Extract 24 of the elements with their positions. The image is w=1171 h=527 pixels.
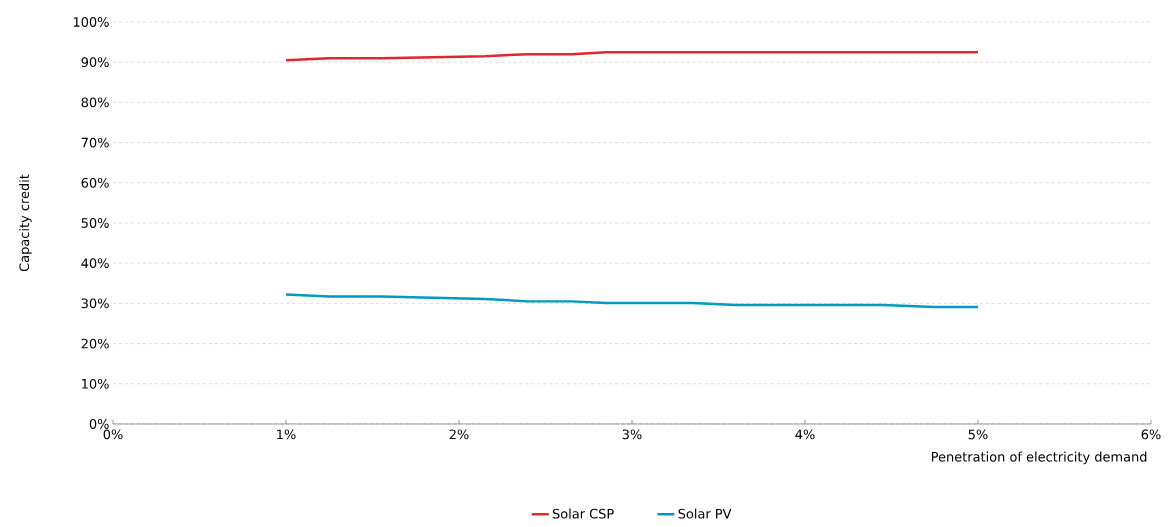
x-tick-label: 1% [277,429,296,440]
y-tick-label: 100% [73,17,109,27]
x-axis-title: Penetration of electricity demand [931,451,1147,465]
x-tick-label: 2% [449,429,469,440]
y-tick-label: 80% [81,97,109,108]
y-tick-label: 90% [81,57,109,68]
line-series [284,293,980,309]
x-tick-label: 3% [622,429,642,440]
line-series [284,50,980,62]
x-tick-label: 0% [103,429,123,440]
legend-label: Solar CSP [552,508,614,519]
y-tick-label: 40% [81,258,109,269]
y-axis-title: Capacity credit [19,174,32,272]
x-tick-label: 4% [795,429,815,440]
y-tick-label: 20% [81,338,109,349]
y-tick-label: 70% [81,137,109,148]
y-tick-label: 0% [89,419,109,429]
x-tick-label: 5% [968,429,988,440]
x-tick-label: 6% [1141,429,1161,440]
legend-label: Solar PV [678,508,732,519]
y-tick-label: 60% [81,177,109,188]
y-tick-label: 10% [82,378,109,389]
y-tick-label: 30% [81,298,109,309]
y-tick-label: 50% [81,218,109,228]
